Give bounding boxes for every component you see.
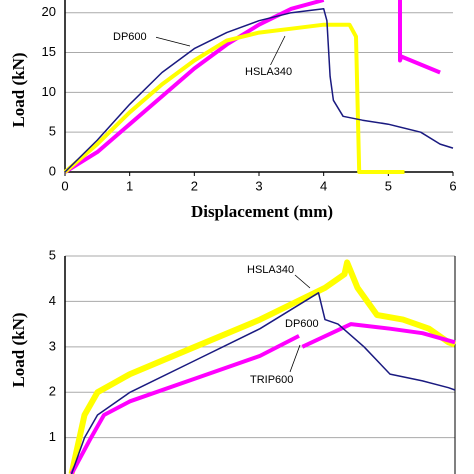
y-tick-label: 1	[49, 429, 56, 444]
x-tick-label: 5	[385, 178, 392, 193]
y-tick-label: 2	[49, 384, 56, 399]
x-tick-label: 1	[126, 178, 133, 193]
leader-line	[154, 36, 191, 47]
y-tick-label: 0	[49, 163, 56, 178]
x-axis-label: Displacement (mm)	[191, 202, 333, 221]
leader-line	[294, 274, 311, 289]
y-tick-label: 5	[49, 247, 56, 262]
x-tick-label: 4	[320, 178, 327, 193]
series-line	[63, 22, 405, 174]
plots: 0 5 10 15 20 0 1 2 3 4 5 6 1 2 3 4 5	[42, 0, 457, 474]
annotation: HSLA340	[245, 66, 292, 78]
annotation: TRIP600	[250, 374, 293, 386]
y-tick-label: 5	[49, 124, 56, 139]
x-tick-label: 0	[61, 178, 68, 193]
x-tick-label: 6	[449, 178, 456, 193]
y-tick-label: 3	[49, 338, 56, 353]
y-axis-label: Load (kN)	[9, 312, 28, 387]
annotation: HSLA340	[247, 264, 294, 276]
series-line	[68, 259, 457, 474]
x-tick-label: 2	[191, 178, 198, 193]
label-bg	[242, 65, 300, 79]
label-bg	[110, 30, 156, 44]
y-tick-label: 20	[42, 4, 56, 19]
y-tick-label: 15	[42, 44, 56, 59]
y-tick-label: 4	[49, 293, 56, 308]
y-tick-label: 10	[42, 84, 56, 99]
leader-line	[269, 35, 286, 67]
y-axis-label: Load (kN)	[9, 52, 28, 127]
leader-line	[289, 344, 301, 373]
series-line	[69, 322, 456, 474]
series-line	[63, 0, 441, 174]
series-line	[64, 8, 454, 173]
x-tick-label: 3	[255, 178, 262, 193]
series-line	[70, 292, 456, 474]
annotation: DP600	[113, 31, 147, 43]
annotation: DP600	[285, 318, 319, 330]
